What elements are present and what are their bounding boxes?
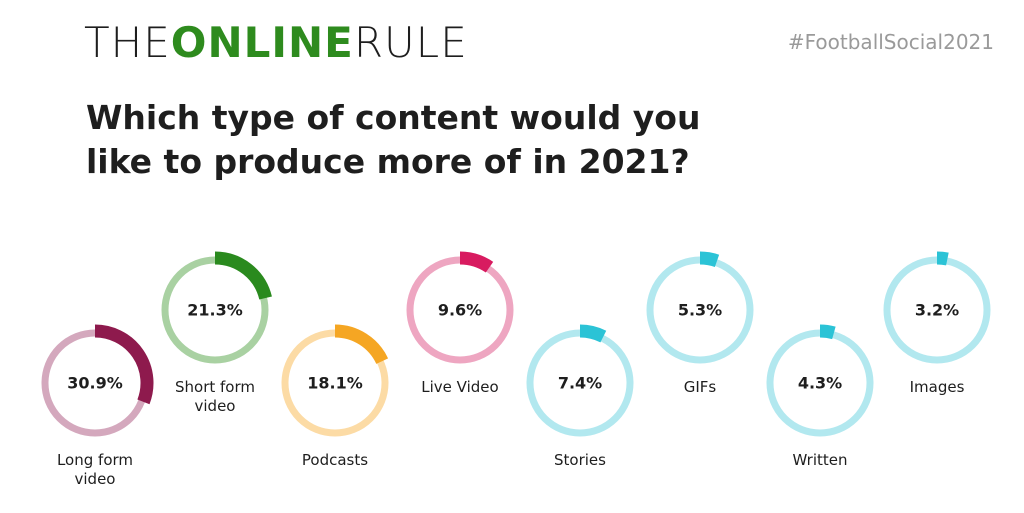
hashtag: #FootballSocial2021 bbox=[787, 30, 994, 54]
value-label: 21.3% bbox=[187, 301, 243, 320]
category-label: GIFs bbox=[683, 378, 717, 396]
brand-part: RULE bbox=[353, 18, 468, 67]
gauge-arc bbox=[579, 324, 607, 343]
value-label: 5.3% bbox=[678, 301, 722, 320]
gauge-arc bbox=[936, 251, 949, 266]
gauge-arc bbox=[334, 324, 389, 365]
category-label: Short form video bbox=[175, 378, 255, 415]
value-label: 18.1% bbox=[307, 374, 363, 393]
category-label: Live Video bbox=[421, 378, 499, 396]
brand-logo: THEONLINERULE bbox=[84, 18, 468, 67]
category-label: Podcasts bbox=[301, 451, 369, 469]
category-label: Stories bbox=[554, 451, 606, 469]
value-label: 30.9% bbox=[67, 374, 123, 393]
gauge-arc bbox=[459, 251, 494, 273]
value-label: 3.2% bbox=[915, 301, 959, 320]
brand-part: THE bbox=[84, 18, 171, 67]
chart-title: Which type of content would you like to … bbox=[86, 98, 701, 181]
category-label: Images bbox=[909, 378, 965, 396]
category-label: Long form video bbox=[56, 451, 134, 488]
value-label: 4.3% bbox=[798, 374, 842, 393]
category-label: Written bbox=[792, 451, 848, 469]
gauge-arc bbox=[819, 324, 836, 340]
value-label: 7.4% bbox=[558, 374, 602, 393]
value-label: 9.6% bbox=[438, 301, 482, 320]
gauge-arc bbox=[699, 251, 720, 268]
gauge-arc bbox=[94, 324, 154, 405]
gauge-arc bbox=[214, 251, 272, 300]
brand-part: ONLINE bbox=[170, 18, 354, 67]
